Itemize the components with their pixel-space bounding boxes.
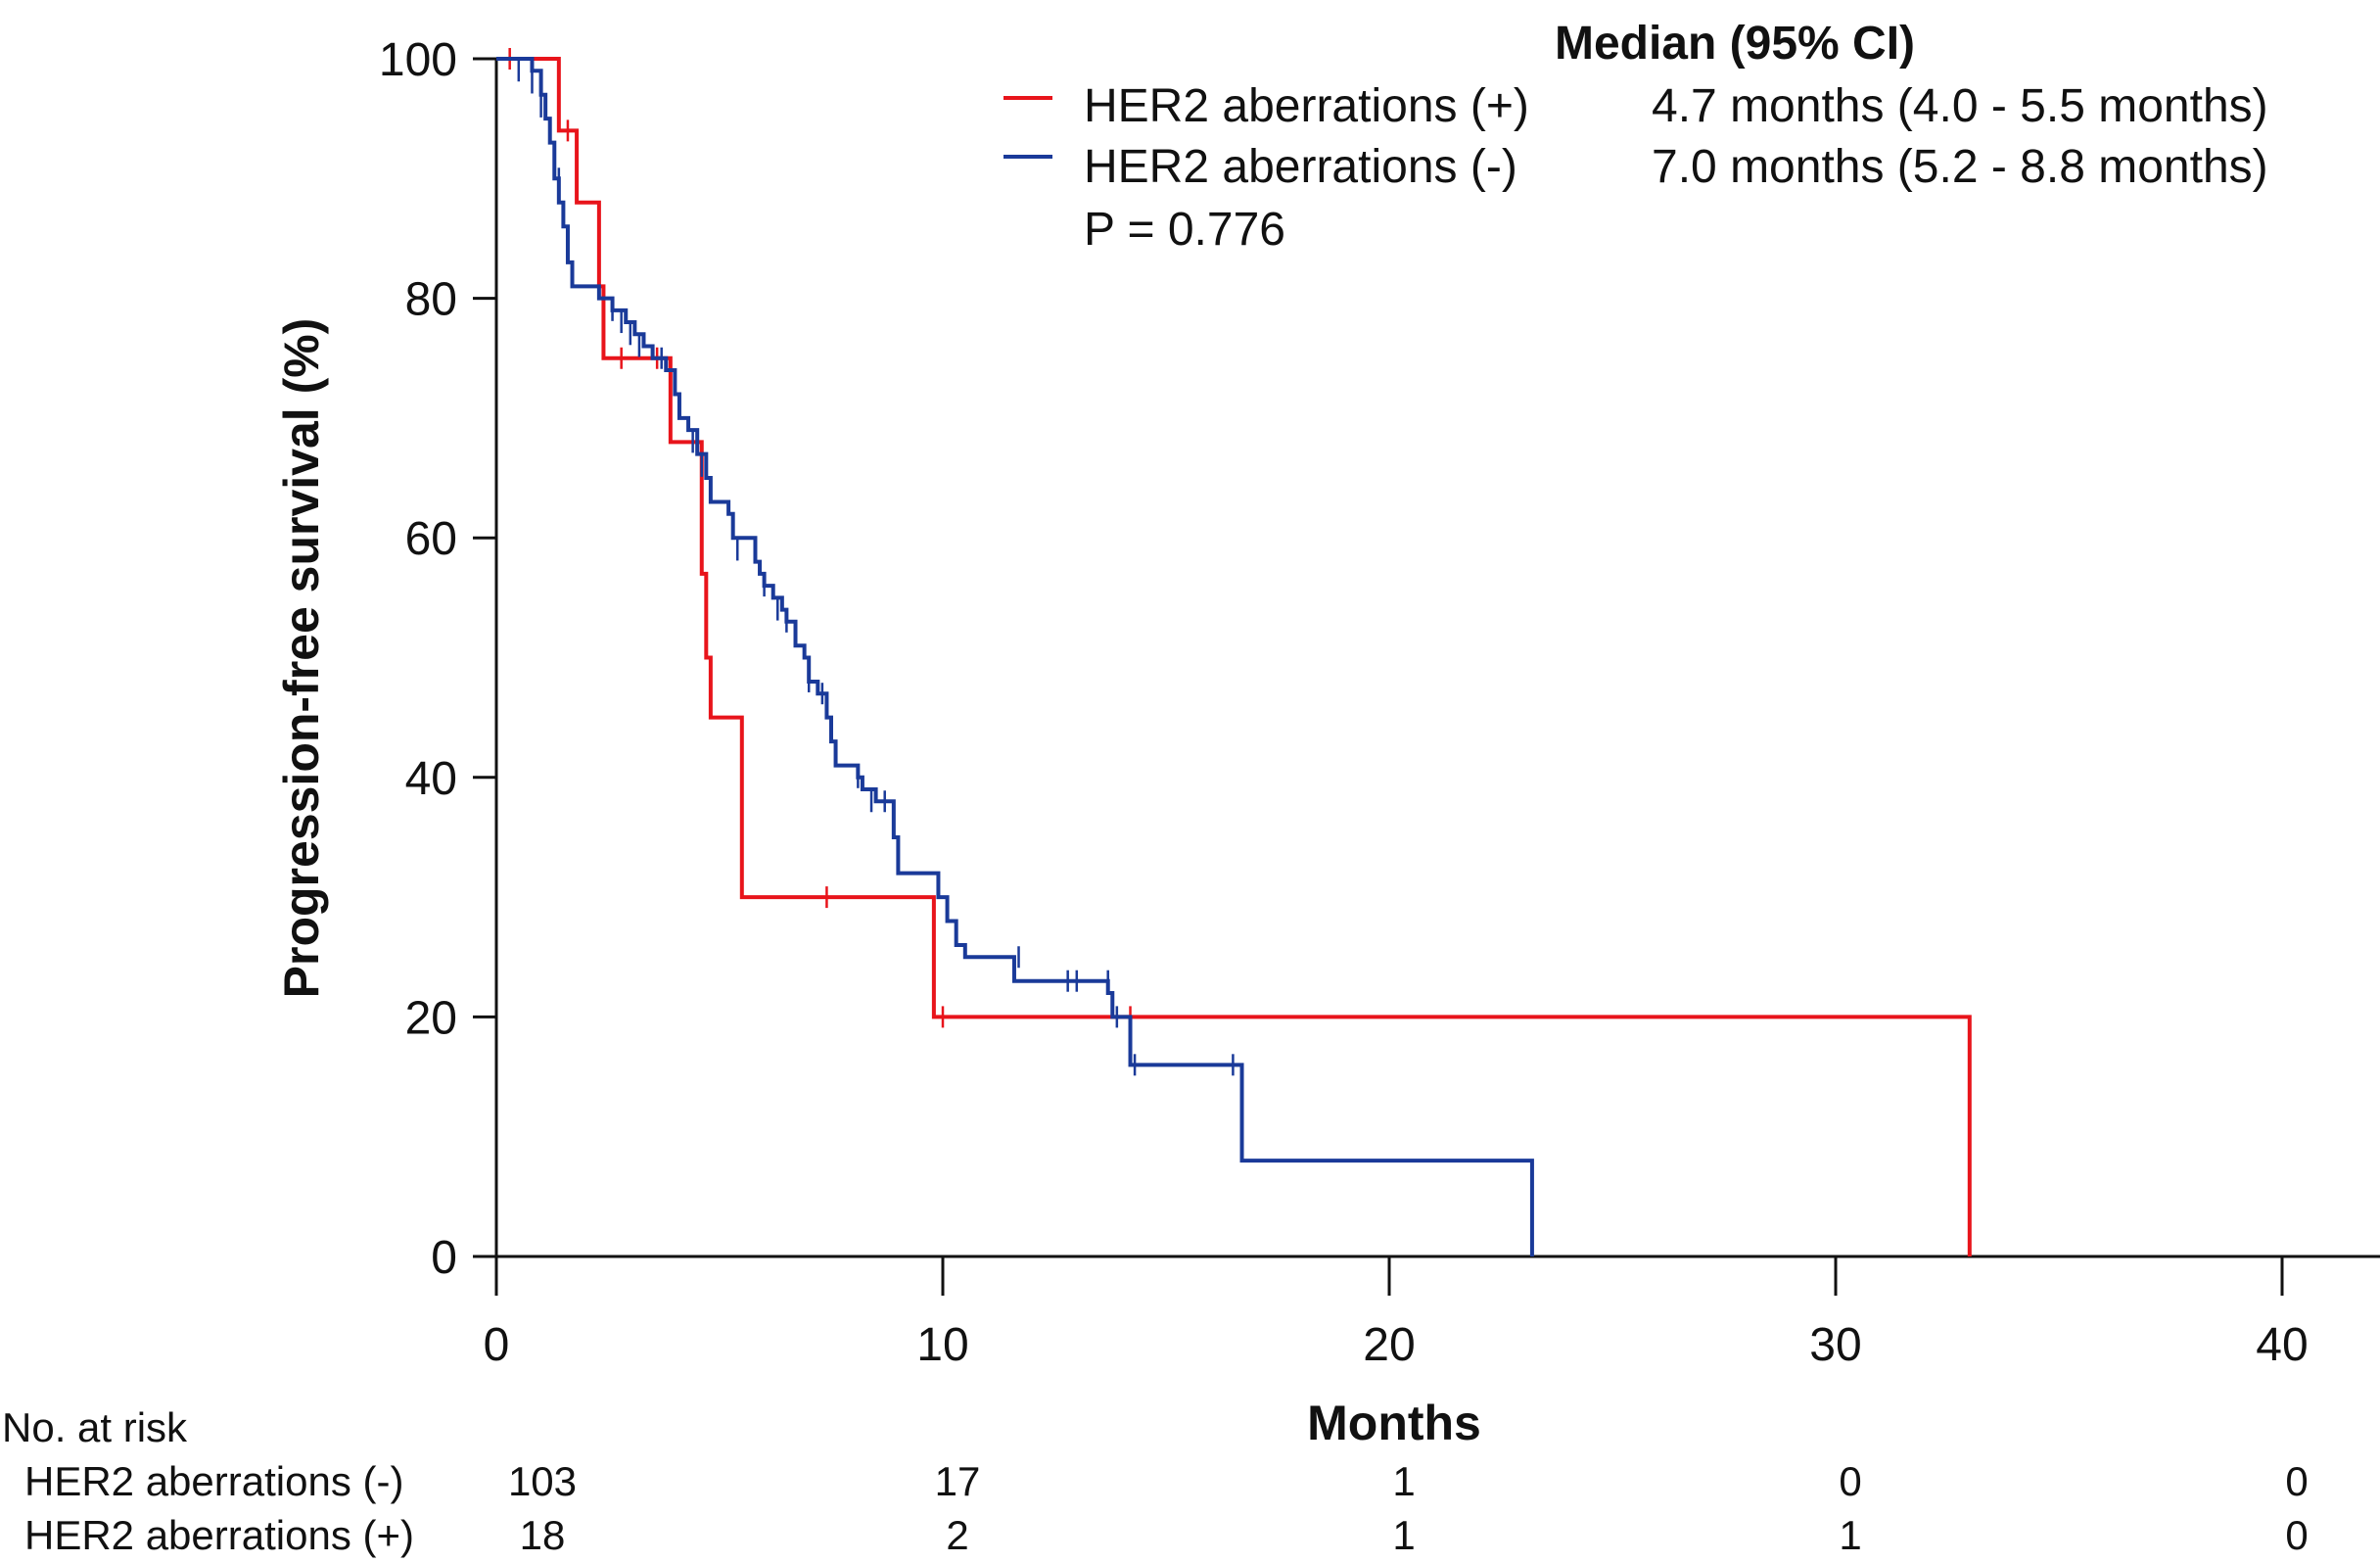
- risk-count: 0: [2285, 1458, 2308, 1504]
- x-tick-label: 30: [1809, 1319, 1861, 1371]
- y-tick-label: 100: [379, 34, 457, 86]
- risk-count: 1: [1392, 1458, 1415, 1504]
- y-axis-ticks: 0 20 40 60 80 100: [379, 34, 496, 1284]
- x-axis-ticks: 0 10 20 30 40: [484, 1256, 2309, 1371]
- p-value: P = 0.776: [1084, 204, 1285, 256]
- risk-table: No. at risk HER2 aberrations (-) HER2 ab…: [2, 1404, 2309, 1558]
- legend: Median (95% CI) HER2 aberrations (+) 4.7…: [1003, 18, 2268, 256]
- risk-count: 0: [2285, 1512, 2308, 1558]
- x-tick-label: 10: [916, 1319, 968, 1371]
- km-curve-her2-negative: [496, 57, 1534, 1256]
- legend-header: Median (95% CI): [1555, 18, 1915, 70]
- risk-row-label-her2-negative: HER2 aberrations (-): [24, 1458, 403, 1504]
- risk-count: 103: [508, 1458, 577, 1504]
- legend-median-her2-negative: 7.0 months (5.2 - 8.8 months): [1652, 141, 2268, 193]
- risk-table-title: No. at risk: [2, 1404, 188, 1450]
- km-curve-her2-positive: [496, 57, 1972, 1256]
- legend-label-her2-negative: HER2 aberrations (-): [1084, 141, 1517, 193]
- risk-count: 1: [1839, 1512, 1861, 1558]
- x-tick-label: 0: [484, 1319, 510, 1371]
- legend-label-her2-positive: HER2 aberrations (+): [1084, 80, 1529, 132]
- legend-median-her2-positive: 4.7 months (4.0 - 5.5 months): [1652, 80, 2268, 132]
- y-tick-label: 20: [405, 992, 457, 1044]
- risk-count: 18: [520, 1512, 566, 1558]
- x-axis-label: Months: [1307, 1396, 1481, 1450]
- risk-row-label-her2-positive: HER2 aberrations (+): [24, 1512, 414, 1558]
- y-tick-label: 80: [405, 274, 457, 326]
- risk-counts: 103 17 1 0 0 18 2 1 1 0: [508, 1458, 2309, 1558]
- y-tick-label: 0: [431, 1232, 457, 1284]
- survival-curves: [496, 48, 1972, 1256]
- risk-count: 1: [1392, 1512, 1415, 1558]
- y-axis-label: Progression-free survival (%): [274, 318, 329, 999]
- risk-count: 17: [935, 1458, 981, 1504]
- plot-area: 0 20 40 60 80 100 0 10 20 30 40: [379, 34, 2380, 1371]
- y-tick-label: 40: [405, 753, 457, 805]
- y-tick-label: 60: [405, 513, 457, 565]
- risk-count: 0: [1839, 1458, 1861, 1504]
- x-tick-label: 40: [2256, 1319, 2308, 1371]
- risk-count: 2: [946, 1512, 968, 1558]
- x-tick-label: 20: [1363, 1319, 1415, 1371]
